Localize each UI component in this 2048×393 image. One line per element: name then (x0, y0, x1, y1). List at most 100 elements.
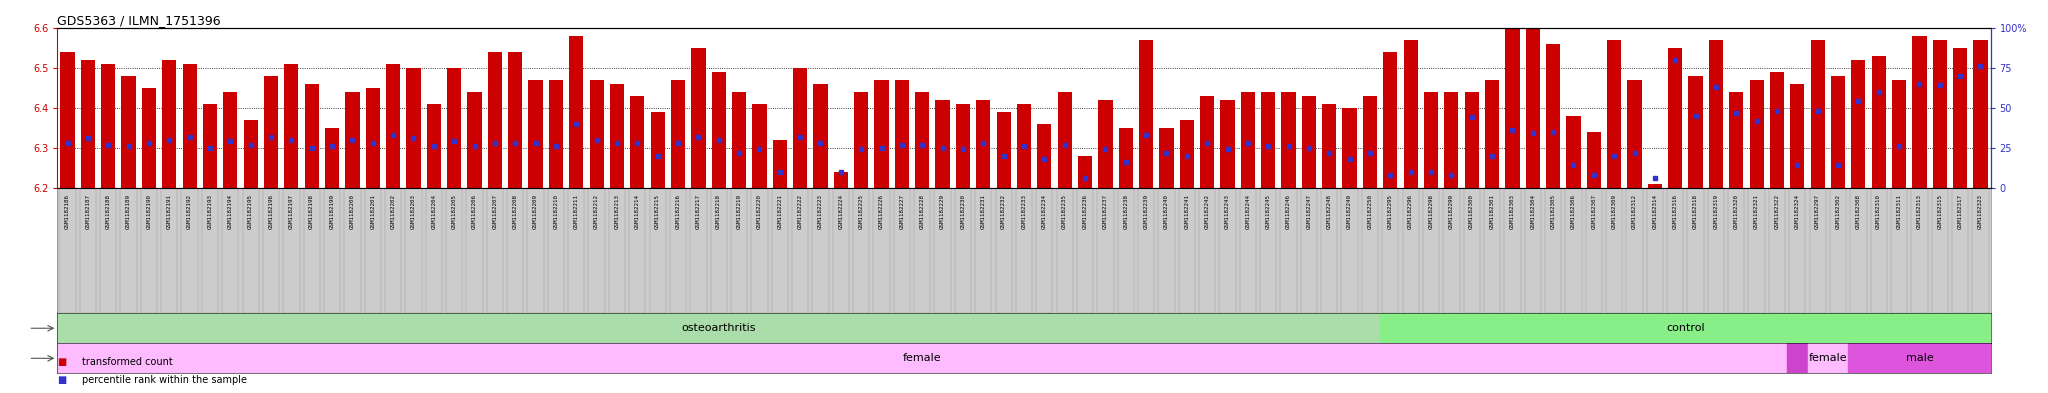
Bar (1688, 75, 1702, 188)
Text: GSM1182303: GSM1182303 (1509, 194, 1516, 229)
Bar (893, 188, 909, 313)
Text: GSM1182319: GSM1182319 (1714, 194, 1718, 229)
Text: GSM1182217: GSM1182217 (696, 194, 700, 229)
Text: GSM1182221: GSM1182221 (778, 194, 782, 229)
Bar (954, 188, 971, 313)
Bar (629, 188, 645, 313)
Bar (1626, 188, 1642, 313)
Bar (672, 80, 686, 188)
Bar (1198, 188, 1214, 313)
Bar (385, 188, 401, 313)
Bar (162, 60, 176, 188)
Text: GSM1182226: GSM1182226 (879, 194, 885, 229)
Bar (1790, 188, 1806, 313)
Text: GSM1182297: GSM1182297 (1815, 194, 1821, 229)
Text: GSM1182242: GSM1182242 (1204, 194, 1210, 229)
Text: ■: ■ (57, 375, 68, 385)
Bar (487, 51, 502, 188)
Text: GSM1182208: GSM1182208 (512, 194, 518, 229)
Text: GSM1182296: GSM1182296 (1409, 194, 1413, 229)
Bar (1688, 188, 1704, 313)
Bar (1139, 188, 1155, 313)
Bar (1546, 44, 1561, 188)
Bar (1769, 188, 1786, 313)
Bar (1018, 104, 1030, 188)
Bar (995, 188, 1012, 313)
Text: GSM1182195: GSM1182195 (248, 194, 254, 229)
Bar (752, 104, 766, 188)
Bar (1260, 188, 1276, 313)
Bar (162, 188, 178, 313)
Text: GSM1182305: GSM1182305 (1550, 194, 1556, 229)
Bar (1729, 92, 1743, 188)
Text: ■: ■ (57, 358, 68, 367)
Bar (1403, 40, 1417, 188)
Text: GSM1182228: GSM1182228 (920, 194, 926, 229)
Text: GSM1182312: GSM1182312 (1632, 194, 1636, 229)
Bar (1810, 188, 1827, 313)
Bar (834, 172, 848, 188)
Bar (670, 188, 686, 313)
Bar (731, 188, 748, 313)
Bar (569, 35, 584, 188)
Bar (1870, 188, 1886, 313)
Text: GSM1182300: GSM1182300 (1468, 194, 1475, 229)
Bar (549, 80, 563, 188)
Bar (1913, 35, 1927, 188)
Text: GSM1182207: GSM1182207 (492, 194, 498, 229)
Bar (242, 188, 258, 313)
Bar (1849, 188, 1866, 313)
Bar (1118, 188, 1135, 313)
Text: GSM1182311: GSM1182311 (1896, 194, 1903, 229)
Bar (346, 92, 360, 188)
Text: GSM1182324: GSM1182324 (1794, 194, 1800, 229)
Bar (1974, 40, 1989, 188)
Bar (915, 92, 930, 188)
Bar (1423, 188, 1440, 313)
Bar (1323, 104, 1337, 188)
Bar (813, 188, 829, 313)
Bar (1303, 95, 1317, 188)
Text: GSM1182301: GSM1182301 (1489, 194, 1495, 229)
Text: GSM1182206: GSM1182206 (471, 194, 477, 229)
Text: GSM1182218: GSM1182218 (717, 194, 721, 229)
Text: GSM1182237: GSM1182237 (1104, 194, 1108, 229)
Bar (1382, 188, 1399, 313)
Bar (1788, 343, 1808, 373)
Bar (1790, 84, 1804, 188)
Bar (1911, 188, 1927, 313)
Bar (221, 188, 238, 313)
Bar (1485, 188, 1501, 313)
Text: GSM1182189: GSM1182189 (127, 194, 131, 229)
Text: GSM1182244: GSM1182244 (1245, 194, 1251, 229)
Bar (80, 188, 96, 313)
Bar (975, 188, 991, 313)
Bar (1036, 124, 1051, 188)
Bar (1444, 188, 1460, 313)
Text: GSM1182212: GSM1182212 (594, 194, 600, 229)
Text: GSM1182224: GSM1182224 (838, 194, 844, 229)
Bar (57, 343, 1788, 373)
Text: GSM1182250: GSM1182250 (1368, 194, 1372, 229)
Bar (467, 92, 481, 188)
Bar (1524, 188, 1540, 313)
Bar (1262, 92, 1276, 188)
Bar (283, 188, 299, 313)
Bar (588, 188, 604, 313)
Text: GSM1182298: GSM1182298 (1430, 194, 1434, 229)
Bar (977, 100, 991, 188)
Bar (711, 72, 725, 188)
Bar (1098, 188, 1114, 313)
Bar (1749, 188, 1765, 313)
Text: GSM1182230: GSM1182230 (961, 194, 965, 229)
Bar (528, 188, 543, 313)
Bar (1749, 80, 1763, 188)
Bar (385, 64, 399, 188)
Text: GSM1182308: GSM1182308 (1855, 194, 1862, 229)
Bar (326, 128, 340, 188)
Text: GSM1182315: GSM1182315 (1937, 194, 1942, 229)
Text: GSM1182216: GSM1182216 (676, 194, 680, 229)
Bar (182, 64, 197, 188)
Bar (1159, 128, 1174, 188)
Bar (874, 80, 889, 188)
